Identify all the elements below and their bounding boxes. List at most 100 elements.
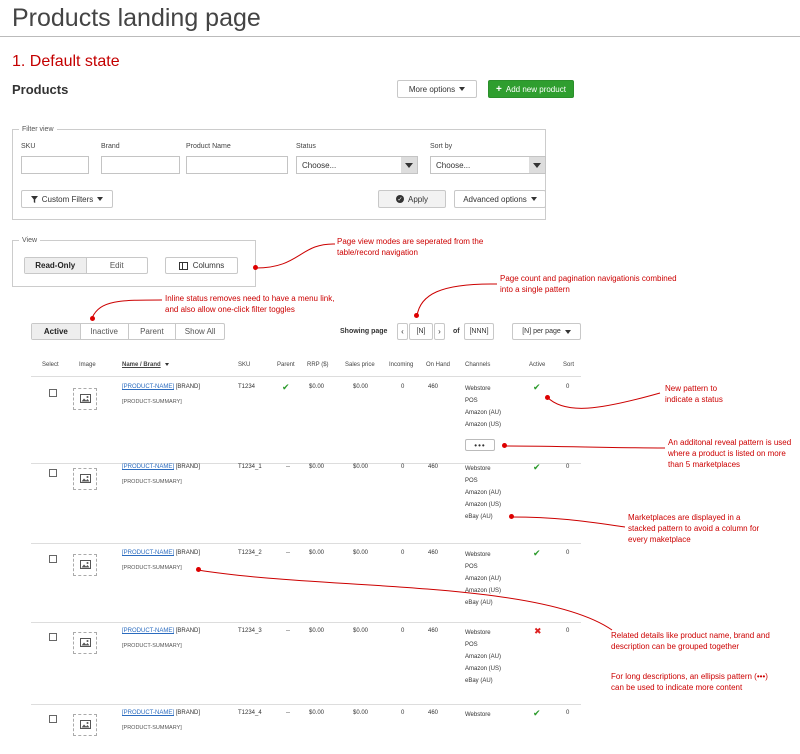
- cell-parent: --: [286, 464, 290, 470]
- page-number-input[interactable]: [N]: [409, 323, 433, 340]
- annotation-new-status: New pattern to indicate a status: [665, 384, 723, 404]
- row-select-checkbox[interactable]: [49, 555, 57, 563]
- image-icon: [79, 634, 91, 652]
- cell-sales-price: $0.00: [353, 710, 369, 716]
- header-on-hand: On Hand: [426, 362, 451, 368]
- sort-by-select[interactable]: Choose...: [430, 156, 546, 174]
- sku-input[interactable]: [21, 156, 89, 174]
- brand-input[interactable]: [101, 156, 180, 174]
- active-check-icon: ✔: [533, 382, 541, 392]
- add-new-product-button[interactable]: + Add new product: [488, 80, 574, 98]
- header-sales-price: Sales price: [345, 362, 375, 368]
- product-image-placeholder: [73, 468, 97, 490]
- more-channels-button[interactable]: •••: [465, 439, 495, 451]
- advanced-options-button[interactable]: Advanced options: [454, 190, 546, 208]
- advanced-options-label: Advanced options: [463, 194, 527, 204]
- annotation-marker: [253, 265, 258, 270]
- row-divider: [31, 543, 581, 544]
- caret-down-icon: [564, 329, 571, 334]
- status-label: Status: [296, 143, 316, 150]
- product-name-link[interactable]: [PRODUCT-NAME]: [122, 550, 175, 556]
- product-brand: [BRAND]: [175, 628, 201, 634]
- more-options-button[interactable]: More options: [397, 80, 477, 98]
- header-sku: SKU: [238, 362, 251, 368]
- cell-sku: T1234: [238, 384, 256, 390]
- dropdown-arrow-icon: [529, 157, 545, 173]
- apply-button[interactable]: ✓ Apply: [378, 190, 446, 208]
- columns-icon: [178, 261, 188, 270]
- product-summary: [PRODUCT-SUMMARY]: [122, 565, 182, 571]
- ellipsis-icon: •••: [474, 440, 486, 450]
- view-mode-edit[interactable]: Edit: [109, 261, 124, 270]
- product-brand: [BRAND]: [175, 550, 201, 556]
- row-select-checkbox[interactable]: [49, 469, 57, 477]
- per-page-select[interactable]: [N] per page: [512, 323, 581, 340]
- active-check-icon: ✔: [533, 708, 541, 718]
- cell-rrp: $0.00: [309, 384, 325, 390]
- status-select[interactable]: Choose...: [296, 156, 418, 174]
- annotation-marker: [545, 395, 550, 400]
- check-circle-icon: ✓: [395, 195, 404, 203]
- prev-page-button[interactable]: ‹: [397, 323, 408, 340]
- cell-rrp: $0.00: [309, 710, 325, 716]
- cell-on-hand: 460: [428, 628, 439, 634]
- channel-item: Amazon (US): [465, 666, 502, 672]
- caret-down-icon: [530, 197, 537, 201]
- tab-show-all[interactable]: Show All: [184, 327, 216, 336]
- channel-item: POS: [465, 564, 478, 570]
- view-mode-read-only[interactable]: Read-Only: [25, 258, 87, 273]
- tab-parent[interactable]: Parent: [129, 324, 177, 339]
- cell-sales-price: $0.00: [353, 464, 369, 470]
- product-name-brand: [PRODUCT-NAME] [BRAND]: [122, 464, 200, 470]
- cell-parent: --: [286, 628, 290, 634]
- cell-sku: T1234_3: [238, 628, 262, 634]
- parent-check-icon: ✔: [282, 382, 290, 392]
- channel-item: Amazon (US): [465, 588, 502, 594]
- header-name-brand-label: Name / Brand: [122, 362, 161, 368]
- product-name-link[interactable]: [PRODUCT-NAME]: [122, 384, 175, 390]
- row-select-checkbox[interactable]: [49, 389, 57, 397]
- header-rrp: RRP ($): [307, 362, 329, 368]
- sort-by-select-value: Choose...: [436, 160, 471, 170]
- product-summary: [PRODUCT-SUMMARY]: [122, 479, 182, 485]
- product-name-link[interactable]: [PRODUCT-NAME]: [122, 628, 175, 634]
- annotation-inline-status: Inline status removes need to have a men…: [165, 294, 335, 314]
- per-page-label: per page: [533, 328, 561, 335]
- row-select-checkbox[interactable]: [49, 715, 57, 723]
- cell-sales-price: $0.00: [353, 384, 369, 390]
- header-active: Active: [529, 362, 546, 368]
- sku-label: SKU: [21, 143, 36, 150]
- columns-button[interactable]: Columns: [165, 257, 238, 274]
- tab-active[interactable]: Active: [32, 324, 81, 339]
- state-heading: 1. Default state: [12, 53, 120, 70]
- cell-sort: 0: [566, 710, 570, 716]
- product-name-link[interactable]: [PRODUCT-NAME]: [122, 710, 175, 716]
- sort-by-label: Sort by: [430, 143, 453, 150]
- product-name-brand: [PRODUCT-NAME] [BRAND]: [122, 628, 200, 634]
- row-select-checkbox[interactable]: [49, 633, 57, 641]
- channel-item: Amazon (AU): [465, 410, 502, 416]
- page-number-value: [N]: [416, 328, 426, 335]
- custom-filters-button[interactable]: Custom Filters: [21, 190, 113, 208]
- of-label: of: [453, 328, 460, 335]
- channel-item: Amazon (AU): [465, 654, 502, 660]
- active-check-icon: ✔: [533, 462, 541, 472]
- product-name-input[interactable]: [186, 156, 288, 174]
- channel-item: Amazon (US): [465, 502, 502, 508]
- channel-item: POS: [465, 478, 478, 484]
- cell-sku: T1234_4: [238, 710, 262, 716]
- product-name-link[interactable]: [PRODUCT-NAME]: [122, 464, 175, 470]
- tab-inactive[interactable]: Inactive: [81, 324, 129, 339]
- cell-sort: 0: [566, 628, 570, 634]
- status-filter-tabs: Active Inactive Parent Show All: [31, 323, 225, 340]
- annotation-marker: [502, 443, 507, 448]
- plus-icon: +: [496, 83, 502, 95]
- next-page-button[interactable]: ›: [434, 323, 445, 340]
- channel-item: Webstore: [465, 630, 491, 636]
- annotation-pagination: Page count and pagination navigationis c…: [500, 274, 677, 294]
- cell-parent: --: [286, 710, 290, 716]
- product-brand: [BRAND]: [175, 710, 201, 716]
- header-name-brand[interactable]: Name / Brand: [122, 362, 169, 368]
- total-pages-value: [NNN]: [469, 328, 489, 335]
- annotation-reveal: An additonal reveal pattern is used wher…: [668, 438, 792, 469]
